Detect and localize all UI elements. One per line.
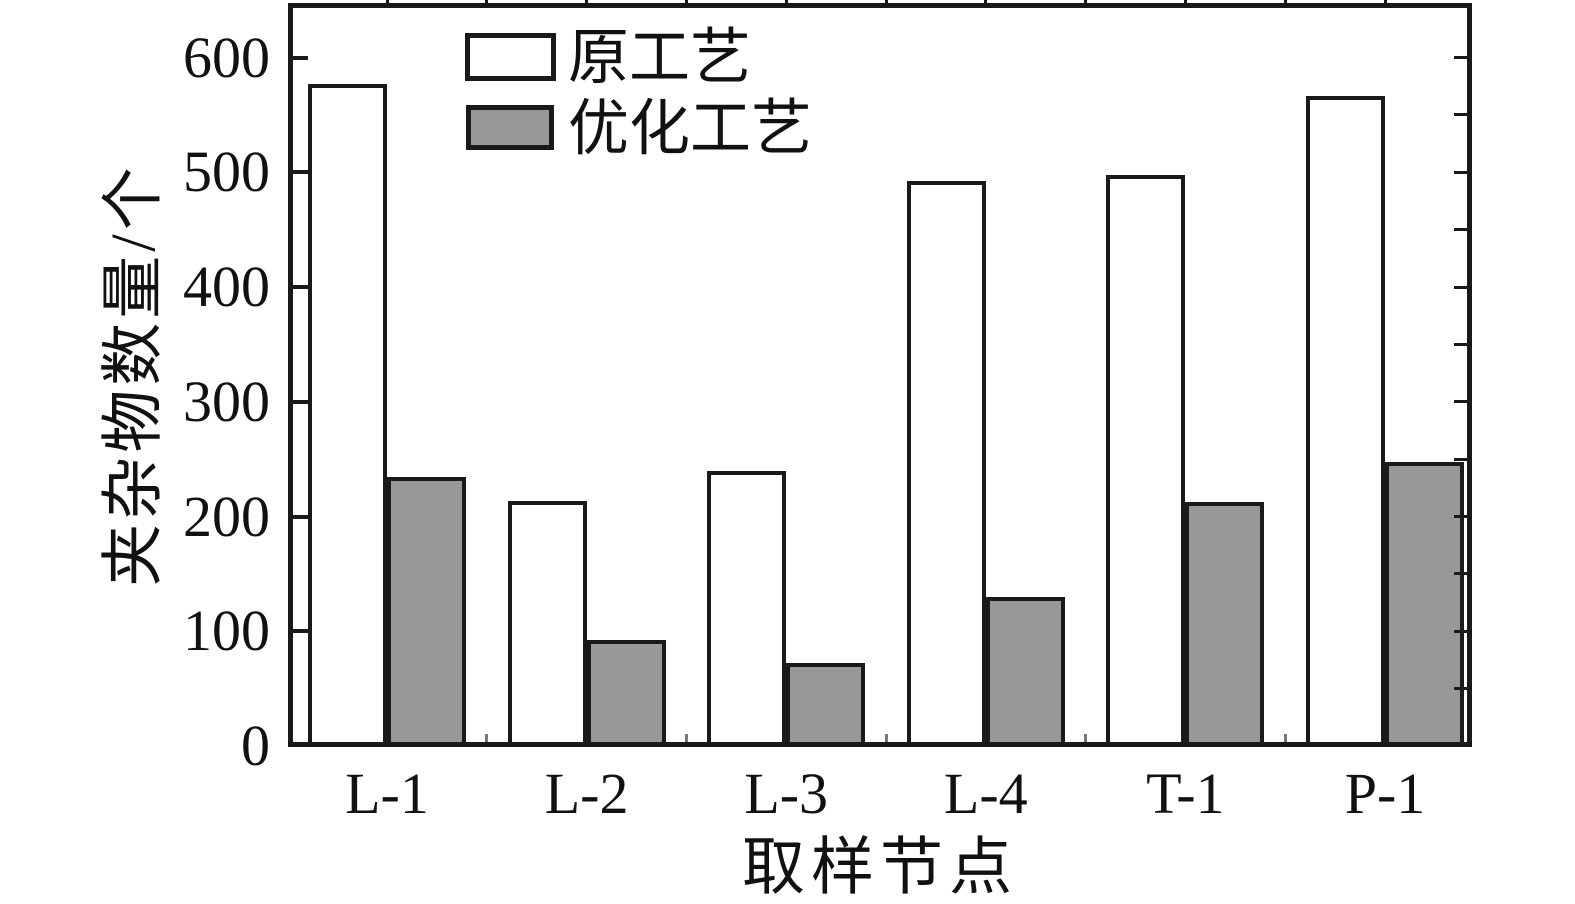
y-tick-label: 100 bbox=[183, 598, 270, 664]
y-minor-tick bbox=[1454, 285, 1467, 289]
x-minor-tick bbox=[1084, 734, 1088, 742]
bar-optimized-L-1 bbox=[387, 477, 466, 746]
legend-swatch-optimized bbox=[466, 105, 554, 150]
x-category-label: L-1 bbox=[345, 761, 429, 826]
y-tick-label: 0 bbox=[241, 713, 270, 778]
y-tick-label: 300 bbox=[183, 368, 270, 434]
x-minor-tick bbox=[884, 734, 888, 742]
y-minor-tick bbox=[1454, 170, 1467, 174]
y-major-tick bbox=[293, 55, 308, 60]
y-tick-label: 500 bbox=[183, 139, 270, 205]
y-tick-label: 600 bbox=[183, 24, 270, 90]
y-major-tick bbox=[293, 170, 308, 175]
legend-label-optimized: 优化工艺 bbox=[568, 96, 813, 163]
bar-optimized-L-3 bbox=[786, 663, 865, 746]
y-axis-title: 夹杂物数量/个 bbox=[98, 163, 169, 587]
x-category-label: P-1 bbox=[1344, 761, 1426, 826]
x-category-label: T-1 bbox=[1146, 761, 1225, 826]
y-minor-tick bbox=[1454, 572, 1467, 576]
y-minor-tick bbox=[1454, 228, 1467, 232]
x-minor-tick bbox=[1283, 734, 1287, 742]
bar-original-L-3 bbox=[707, 471, 786, 746]
bar-original-P-1 bbox=[1306, 96, 1385, 746]
bar-optimized-T-1 bbox=[1185, 502, 1264, 746]
y-minor-tick bbox=[1454, 400, 1467, 404]
x-top-tick bbox=[485, 0, 489, 4]
y-minor-tick bbox=[1454, 457, 1467, 461]
x-category-label: L-3 bbox=[744, 761, 829, 826]
y-minor-tick bbox=[1454, 629, 1467, 633]
bar-original-T-1 bbox=[1106, 175, 1185, 746]
x-top-tick bbox=[385, 0, 389, 4]
x-top-tick bbox=[784, 0, 788, 4]
y-minor-tick bbox=[1454, 56, 1467, 60]
x-top-tick bbox=[585, 0, 589, 4]
x-axis-title: 取样节点 bbox=[742, 832, 1018, 903]
x-top-tick bbox=[684, 0, 688, 4]
x-top-tick bbox=[884, 0, 888, 4]
y-minor-tick bbox=[1454, 515, 1467, 519]
x-top-tick bbox=[1283, 0, 1287, 4]
y-major-tick bbox=[293, 514, 308, 519]
x-category-label: L-4 bbox=[943, 761, 1028, 826]
y-major-tick bbox=[293, 629, 308, 634]
x-minor-tick bbox=[684, 734, 688, 742]
x-minor-tick bbox=[485, 734, 489, 742]
bar-optimized-L-2 bbox=[587, 640, 666, 746]
bar-original-L-4 bbox=[907, 181, 986, 746]
x-top-tick bbox=[1084, 0, 1088, 4]
y-minor-tick bbox=[1454, 113, 1467, 117]
bar-optimized-L-4 bbox=[986, 597, 1065, 746]
bar-optimized-P-1 bbox=[1385, 462, 1464, 746]
x-top-tick bbox=[1383, 0, 1387, 4]
y-tick-label: 200 bbox=[183, 483, 270, 549]
y-major-tick bbox=[293, 285, 308, 290]
x-top-tick bbox=[1183, 0, 1187, 4]
bar-original-L-1 bbox=[308, 84, 387, 746]
y-tick-label: 400 bbox=[183, 254, 270, 320]
x-category-label: L-2 bbox=[544, 761, 629, 826]
legend-swatch-original bbox=[465, 33, 556, 81]
x-top-tick bbox=[984, 0, 988, 4]
y-major-tick bbox=[293, 399, 308, 404]
y-minor-tick bbox=[1454, 687, 1467, 691]
legend-label-original: 原工艺 bbox=[568, 25, 752, 92]
y-minor-tick bbox=[1454, 342, 1467, 346]
plot-area-border bbox=[288, 3, 1472, 747]
